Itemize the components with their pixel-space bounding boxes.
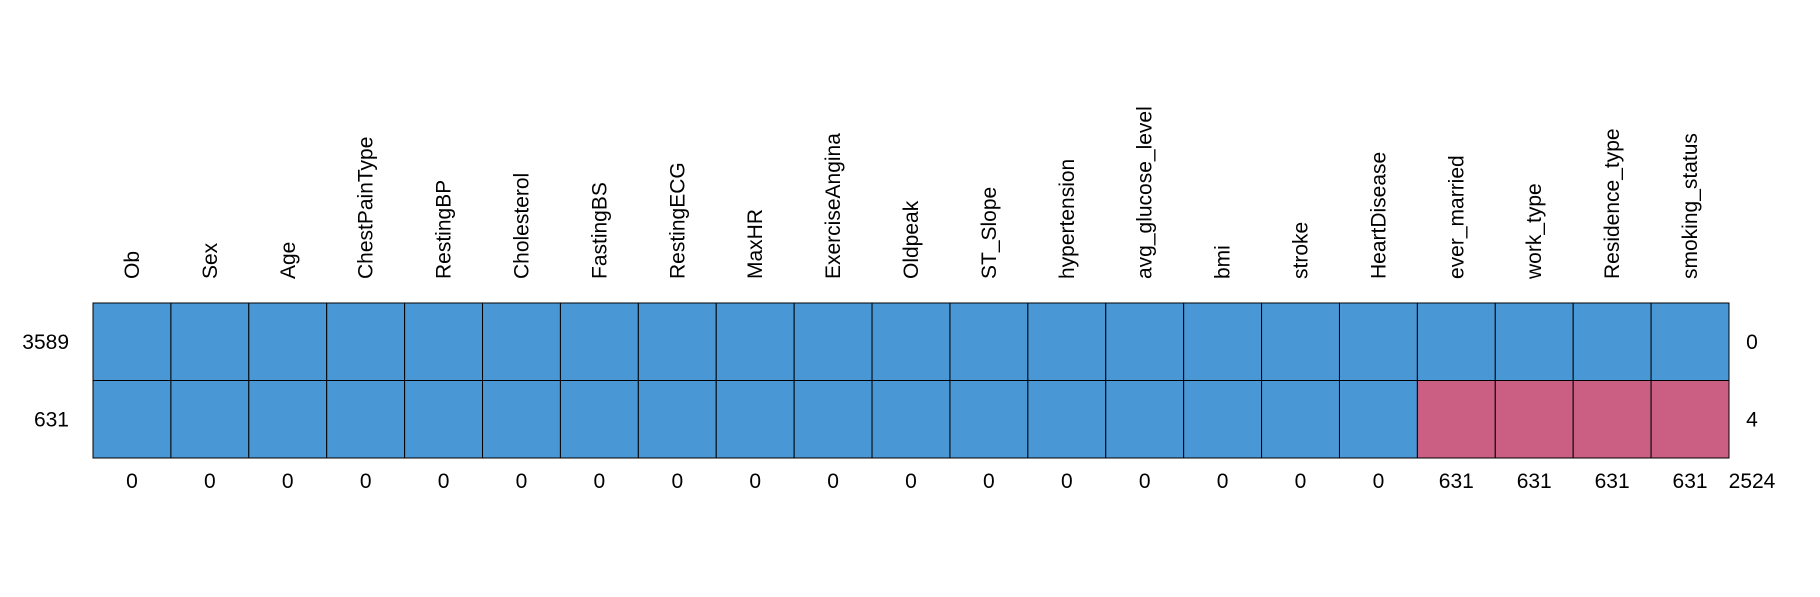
missing-cell — [1572, 380, 1652, 459]
column-missing-total: 0 — [749, 470, 761, 493]
observed-cell — [793, 380, 873, 459]
observed-cell — [170, 302, 250, 381]
column-missing-total: 631 — [1517, 470, 1552, 493]
observed-cell — [1027, 380, 1107, 459]
observed-cell — [1650, 302, 1730, 381]
observed-cell — [92, 302, 172, 381]
column-missing-total: 0 — [126, 470, 138, 493]
observed-cell — [1261, 380, 1340, 459]
column-label: smoking_status — [1679, 133, 1702, 279]
column-label: stroke — [1290, 222, 1313, 279]
column-label: Ob — [121, 251, 144, 279]
observed-cell — [482, 302, 561, 381]
observed-cell — [404, 380, 484, 459]
column-missing-total: 631 — [1439, 470, 1474, 493]
column-label: work_type — [1523, 183, 1546, 280]
column-label: FastingBS — [588, 182, 611, 279]
column-label: avg_glucose_level — [1134, 106, 1157, 279]
column-missing-total: 0 — [282, 470, 294, 493]
observed-cell — [248, 380, 328, 459]
column-missing-total: 0 — [1217, 470, 1229, 493]
column-label: RestingBP — [433, 180, 456, 279]
column-missing-total: 0 — [438, 470, 450, 493]
missing-cell — [1416, 380, 1496, 459]
column-label: ever_married — [1445, 155, 1468, 279]
column-label: Age — [277, 242, 300, 279]
column-label: Oldpeak — [900, 200, 923, 279]
observed-cell — [1183, 302, 1263, 381]
observed-cell — [871, 302, 951, 381]
column-missing-total: 0 — [905, 470, 917, 493]
column-missing-total: 0 — [827, 470, 839, 493]
column-label: Sex — [199, 242, 222, 279]
column-label: MaxHR — [744, 209, 767, 279]
column-label: ST_Slope — [978, 187, 1001, 279]
total-missing-label: 2524 — [1729, 470, 1776, 493]
column-missing-total: 0 — [516, 470, 528, 493]
column-missing-total: 631 — [1595, 470, 1630, 493]
observed-cell — [404, 302, 484, 381]
column-missing-total: 0 — [983, 470, 995, 493]
column-label: ExerciseAngina — [822, 133, 845, 279]
observed-cell — [482, 380, 561, 459]
observed-cell — [949, 380, 1029, 459]
observed-cell — [1183, 380, 1263, 459]
pattern-cells — [92, 302, 1730, 459]
column-missing-total: 0 — [1061, 470, 1073, 493]
observed-cell — [637, 380, 717, 459]
missing-cell — [1650, 380, 1730, 459]
observed-cell — [559, 302, 639, 381]
observed-cell — [248, 302, 328, 381]
missing-cell — [1494, 380, 1574, 459]
column-missing-totals: 0 0 0 0 0 0 0 0 0 0 0 0 0 0 0 0 0 631 631 631 631 — [126, 470, 1707, 493]
column-label: RestingECG — [666, 162, 689, 279]
row-count-labels: 3589 631 — [22, 331, 69, 432]
observed-cell — [326, 302, 406, 381]
column-missing-total: 0 — [204, 470, 216, 493]
observed-cell — [715, 302, 795, 381]
column-label: Cholesterol — [510, 173, 533, 279]
observed-cell — [637, 302, 717, 381]
row-missing-vars-label: 0 — [1746, 331, 1758, 354]
observed-cell — [1261, 302, 1340, 381]
observed-cell — [1416, 302, 1496, 381]
column-missing-total: 0 — [1139, 470, 1151, 493]
observed-cell — [793, 302, 873, 381]
observed-cell — [1105, 380, 1185, 459]
column-label: HeartDisease — [1367, 152, 1390, 279]
observed-cell — [1338, 380, 1418, 459]
observed-cell — [92, 380, 172, 459]
column-missing-total: 0 — [1373, 470, 1385, 493]
column-label: ChestPainType — [355, 137, 378, 279]
observed-cell — [326, 380, 406, 459]
observed-cell — [949, 302, 1029, 381]
column-label: Residence_type — [1601, 128, 1624, 279]
observed-cell — [1105, 302, 1185, 381]
observed-cell — [871, 380, 951, 459]
observed-cell — [1494, 302, 1574, 381]
column-missing-total: 0 — [1295, 470, 1307, 493]
column-labels: Ob Sex Age ChestPainType RestingBP Cholestero… — [121, 106, 1702, 280]
observed-cell — [1027, 302, 1107, 381]
row-missing-vars-label: 4 — [1746, 408, 1758, 431]
row-count-label: 631 — [34, 408, 69, 431]
observed-cell — [170, 380, 250, 459]
observed-cell — [559, 380, 639, 459]
column-missing-total: 0 — [594, 470, 606, 493]
column-label: bmi — [1212, 245, 1235, 279]
row-count-label: 3589 — [22, 331, 69, 354]
observed-cell — [715, 380, 795, 459]
column-missing-total: 631 — [1673, 470, 1708, 493]
column-missing-total: 0 — [671, 470, 683, 493]
column-missing-total: 0 — [360, 470, 372, 493]
observed-cell — [1338, 302, 1418, 381]
observed-cell — [1572, 302, 1652, 381]
column-label: hypertension — [1056, 159, 1079, 279]
row-missing-count-labels: 04 — [1746, 331, 1758, 432]
